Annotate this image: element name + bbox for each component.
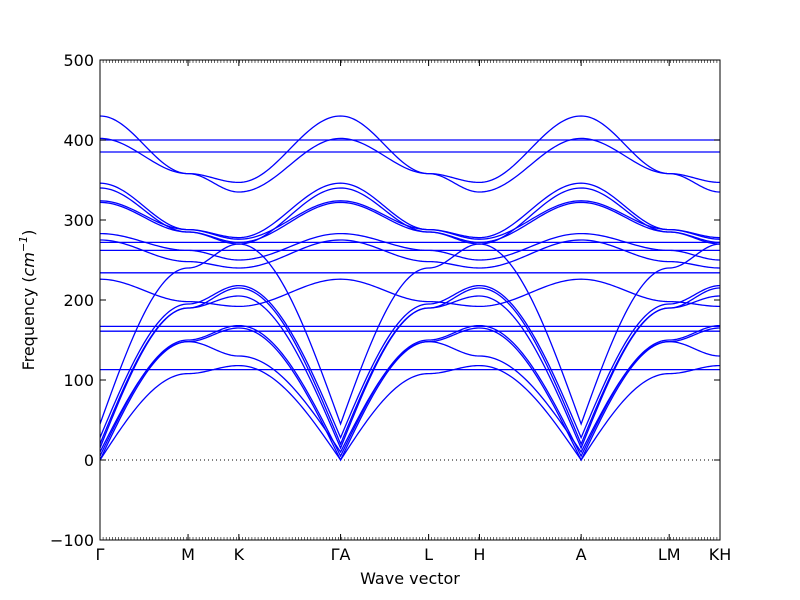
y-axis-label-exponent: −1	[17, 236, 30, 252]
x-tick-label: KH	[709, 545, 732, 564]
x-tick-label: LM	[658, 545, 681, 564]
band-line	[100, 232, 720, 261]
plot-frame	[99, 59, 721, 541]
y-tick-labels: −100 0 100 200 300 400 500	[50, 51, 94, 550]
y-axis-label-close: )	[19, 230, 38, 236]
band-line	[100, 278, 720, 308]
x-tick-label: A	[576, 545, 587, 564]
band-line	[100, 284, 720, 440]
y-tick-label: 100	[63, 371, 94, 390]
series-layer	[100, 115, 720, 462]
band-line	[100, 239, 720, 269]
x-tick-label: H	[473, 545, 485, 564]
y-axis-label: Frequency (cm−1)	[17, 230, 38, 371]
x-tick-label: Γ	[96, 545, 105, 564]
x-tick-labels: Γ M K ΓA L H A LM KH	[96, 545, 732, 564]
x-tick-label: ΓA	[331, 545, 351, 564]
band-line	[100, 115, 720, 184]
y-tick-label: 500	[63, 51, 94, 70]
band-line	[100, 340, 720, 454]
y-tick-label: 200	[63, 291, 94, 310]
x-axis-label: Wave vector	[360, 569, 460, 588]
band-line	[100, 364, 720, 462]
band-line	[100, 243, 720, 426]
y-axis-label-main: Frequency (	[19, 276, 38, 370]
y-tick-label: 400	[63, 131, 94, 150]
x-tick-label: K	[234, 545, 245, 564]
y-axis-label-unit: cm	[19, 252, 38, 276]
band-line	[100, 187, 720, 245]
y-tick-label: −100	[50, 531, 94, 550]
y-tick-label: 300	[63, 211, 94, 230]
y-tick-label: 0	[84, 451, 94, 470]
x-tick-label: M	[181, 545, 195, 564]
band-line	[100, 182, 720, 239]
x-tick-label: L	[424, 545, 433, 564]
